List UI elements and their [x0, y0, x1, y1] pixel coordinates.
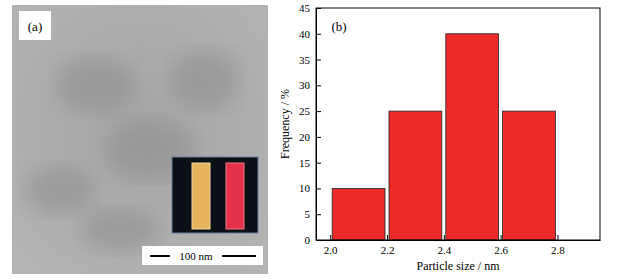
x-tick: 2.6	[494, 235, 508, 256]
panel-label-box	[19, 11, 51, 40]
particle-cluster	[80, 208, 160, 252]
y-tick: 0	[305, 234, 322, 246]
y-tick: 10	[299, 182, 321, 194]
x-tick-label: 2.0	[324, 244, 338, 256]
plot-frame	[316, 8, 600, 240]
y-tick-mark	[316, 8, 321, 9]
y-tick: 20	[299, 131, 321, 143]
inset-photo	[172, 157, 258, 233]
scale-bar-label: 100 nm	[179, 250, 213, 262]
y-tick-mark	[316, 163, 321, 164]
y-tick-label: 45	[299, 2, 311, 14]
x-tick-mark	[557, 235, 558, 240]
x-tick: 2.0	[324, 235, 338, 256]
figure: (a) 100 nm 2.0 2.2 2.4 2.6 2.8 0 5 10 15 20 25 30 35 40…	[0, 0, 621, 279]
bar	[332, 188, 385, 240]
bar	[389, 111, 442, 240]
x-tick-label: 2.8	[551, 244, 565, 256]
y-tick-label: 40	[299, 28, 311, 40]
micrograph	[12, 5, 268, 274]
y-axis-line	[316, 9, 317, 241]
x-tick-label: 2.2	[381, 244, 395, 256]
bar	[446, 34, 499, 240]
y-tick: 15	[299, 157, 321, 169]
y-tick-mark	[316, 137, 321, 138]
particle-cluster	[25, 165, 95, 215]
scale-bar	[222, 255, 256, 257]
y-tick-label: 15	[299, 157, 311, 169]
scale-bar	[150, 255, 170, 257]
x-tick-label: 2.4	[437, 244, 451, 256]
y-tick: 30	[299, 79, 321, 91]
y-tick: 35	[299, 54, 321, 66]
particle-cluster	[55, 57, 135, 113]
x-tick-mark	[501, 235, 502, 240]
y-tick-mark	[316, 214, 321, 215]
y-axis: 0 5 10 15 20 25 30 35 40 45	[299, 2, 321, 246]
x-tick-label: 2.6	[494, 244, 508, 256]
y-tick-label: 20	[299, 131, 311, 143]
x-axis-line	[317, 240, 601, 241]
y-tick-mark	[316, 188, 321, 189]
panel-label: (a)	[28, 19, 42, 34]
x-tick: 2.4	[437, 235, 451, 256]
y-tick-mark	[316, 240, 321, 241]
bars	[332, 34, 555, 240]
x-tick: 2.8	[551, 235, 565, 256]
vial-red	[226, 163, 244, 229]
x-tick-mark	[387, 235, 388, 240]
y-tick-label: 25	[299, 105, 311, 117]
y-tick: 25	[299, 105, 321, 117]
y-tick-mark	[316, 60, 321, 61]
vial-yellow	[192, 163, 210, 229]
y-axis-title: Frequency / %	[278, 89, 292, 159]
y-tick-label: 10	[299, 182, 311, 194]
x-tick: 2.2	[381, 235, 395, 256]
y-tick-label: 0	[305, 234, 311, 246]
x-axis: 2.0 2.2 2.4 2.6 2.8	[317, 235, 601, 256]
y-tick-label: 5	[305, 208, 311, 220]
y-tick-mark	[316, 111, 321, 112]
y-tick-mark	[316, 85, 321, 86]
y-tick: 5	[305, 208, 322, 220]
y-tick-label: 30	[299, 79, 311, 91]
y-tick: 40	[299, 28, 321, 40]
panel-label-box	[325, 14, 353, 38]
particle-cluster	[170, 50, 240, 110]
x-tick-mark	[330, 235, 331, 240]
x-tick-mark	[444, 235, 445, 240]
image-panel: (a) 100 nm	[12, 5, 268, 274]
panel-label: (b)	[331, 19, 346, 34]
x-axis-title: Particle size / nm	[417, 259, 501, 273]
y-tick-mark	[316, 34, 321, 35]
bar	[503, 111, 556, 240]
scale-bar-box	[142, 246, 263, 265]
y-tick-label: 35	[299, 54, 311, 66]
y-tick: 45	[299, 2, 321, 14]
